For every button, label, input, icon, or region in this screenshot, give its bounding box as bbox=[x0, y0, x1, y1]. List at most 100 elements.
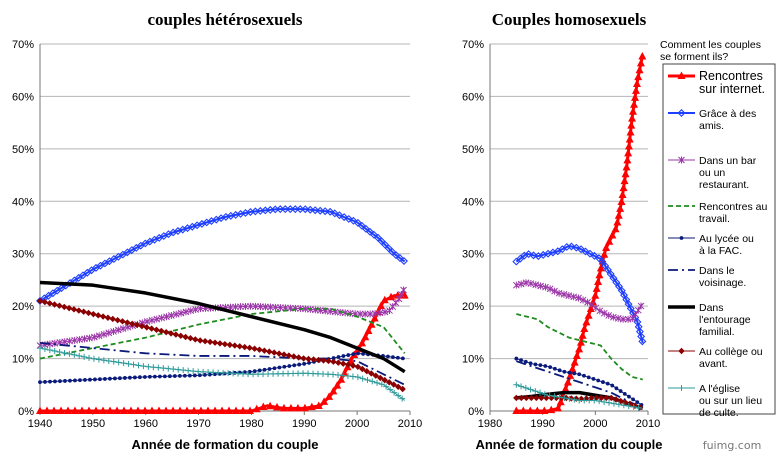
legend-label-bar: ou un bbox=[699, 167, 725, 179]
data-point-internet bbox=[361, 332, 370, 341]
data-point-bar bbox=[90, 333, 98, 341]
data-point-lycee bbox=[202, 373, 207, 377]
data-point-bar bbox=[143, 318, 151, 326]
data-point-internet bbox=[627, 121, 636, 129]
legend-label-amis: amis. bbox=[699, 120, 724, 132]
homo-y-tick-label: 50% bbox=[462, 144, 484, 156]
data-point-college bbox=[518, 394, 525, 402]
hetero-x-tick-label: 2010 bbox=[398, 418, 422, 430]
data-point-lycee bbox=[172, 374, 177, 378]
data-point-internet bbox=[314, 401, 323, 409]
data-point-internet bbox=[568, 364, 577, 373]
data-point-lycee bbox=[528, 361, 533, 366]
data-point-lycee bbox=[197, 373, 202, 378]
data-point-internet bbox=[387, 292, 396, 301]
data-point-internet bbox=[620, 176, 629, 185]
data-point-internet bbox=[563, 378, 572, 386]
data-point-college bbox=[266, 348, 273, 355]
data-point-lycee bbox=[108, 376, 112, 381]
hetero-series-eglise bbox=[37, 345, 406, 402]
data-point-bar bbox=[247, 302, 254, 310]
data-point-lycee bbox=[177, 374, 182, 378]
data-point-lycee bbox=[38, 380, 42, 385]
data-point-lycee bbox=[262, 367, 267, 372]
data-point-bar bbox=[555, 289, 563, 297]
data-point-eglise bbox=[532, 388, 539, 395]
data-point-internet bbox=[340, 369, 349, 377]
data-point-eglise bbox=[364, 376, 371, 383]
data-point-college bbox=[325, 357, 332, 365]
data-point-internet bbox=[625, 135, 634, 143]
homo-y-tick-label: 20% bbox=[462, 301, 484, 313]
data-point-college bbox=[359, 365, 366, 373]
data-point-college bbox=[36, 297, 44, 305]
data-point-lycee bbox=[400, 356, 405, 361]
data-point-lycee bbox=[395, 355, 400, 360]
data-point-college bbox=[315, 356, 322, 364]
data-point-amis bbox=[353, 218, 362, 227]
data-point-college bbox=[51, 301, 58, 308]
data-point-internet bbox=[566, 371, 575, 379]
data-point-internet bbox=[239, 406, 247, 414]
data-point-bar bbox=[517, 280, 525, 288]
data-point-college bbox=[65, 304, 73, 312]
data-point-college bbox=[399, 385, 406, 393]
data-point-lycee bbox=[83, 378, 87, 382]
data-point-eglise bbox=[522, 384, 529, 391]
data-point-internet bbox=[329, 386, 338, 395]
data-point-bar bbox=[153, 315, 161, 323]
data-point-college bbox=[513, 394, 520, 402]
data-point-lycee bbox=[78, 378, 82, 383]
data-point-bar bbox=[361, 310, 369, 318]
legend-label-college: avant. bbox=[699, 358, 728, 370]
homo-x-tick-label: 1990 bbox=[530, 418, 554, 430]
data-point-college bbox=[256, 346, 263, 353]
data-point-internet bbox=[333, 381, 342, 389]
hetero-x-tick-label: 1940 bbox=[28, 418, 52, 430]
data-point-lycee bbox=[292, 363, 297, 368]
data-point-bar bbox=[619, 315, 627, 323]
data-point-bar bbox=[172, 310, 180, 318]
data-point-bar bbox=[400, 286, 407, 294]
data-point-internet bbox=[99, 406, 107, 414]
data-point-internet bbox=[578, 331, 587, 339]
data-point-internet bbox=[623, 155, 632, 164]
data-point-amis bbox=[340, 213, 349, 222]
data-point-lycee bbox=[601, 380, 605, 384]
data-point-lycee bbox=[605, 381, 610, 386]
homo-x-tick-label: 2010 bbox=[636, 418, 660, 430]
data-point-internet bbox=[176, 406, 184, 414]
data-point-internet bbox=[252, 404, 261, 413]
data-point-lycee bbox=[113, 376, 117, 381]
data-point-internet bbox=[632, 86, 641, 94]
data-point-internet bbox=[608, 231, 617, 239]
hetero-x-tick-label: 1990 bbox=[292, 418, 316, 430]
data-point-internet bbox=[570, 358, 579, 366]
data-point-lycee bbox=[127, 375, 132, 380]
legend-label-lycee: à la FAC. bbox=[699, 245, 742, 257]
data-point-bar bbox=[584, 298, 591, 306]
data-point-lycee bbox=[386, 354, 390, 359]
data-point-eglise bbox=[581, 397, 588, 404]
data-point-lycee bbox=[88, 377, 92, 382]
data-point-internet bbox=[628, 114, 637, 122]
data-point-lycee bbox=[252, 369, 257, 374]
data-point-amis bbox=[349, 216, 358, 225]
data-point-eglise bbox=[56, 348, 63, 355]
data-point-eglise bbox=[41, 346, 48, 353]
legend-label-travail: Rencontres au bbox=[699, 201, 767, 213]
data-point-amis bbox=[567, 242, 576, 251]
legend-marker-college bbox=[678, 347, 685, 355]
data-point-internet bbox=[636, 58, 645, 67]
data-point-lycee bbox=[73, 378, 77, 383]
series-line-voisinage bbox=[516, 360, 644, 410]
legend-label-internet: Rencontres bbox=[699, 69, 763, 83]
legend-marker-amis bbox=[677, 109, 686, 117]
data-point-bar bbox=[105, 329, 113, 337]
data-point-lycee bbox=[635, 400, 640, 405]
homo-y-tick-label: 30% bbox=[462, 249, 484, 261]
data-point-eglise bbox=[369, 378, 376, 385]
